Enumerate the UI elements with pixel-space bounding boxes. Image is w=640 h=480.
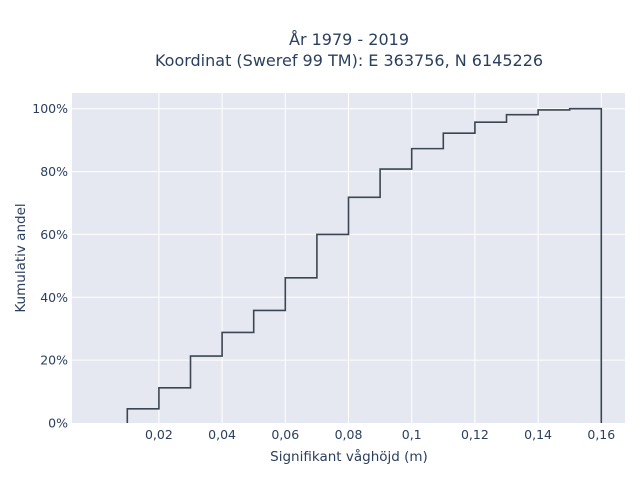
- y-tick-label: 40%: [40, 290, 68, 305]
- x-tick-label: 0,04: [208, 427, 236, 442]
- x-tick-labels: 0,02 0,04 0,06 0,08 0,1 0,12 0,14 0,16: [145, 427, 615, 442]
- y-tick-label: 80%: [40, 164, 68, 179]
- x-tick-label: 0,02: [145, 427, 173, 442]
- chart-title-line1: År 1979 - 2019: [289, 30, 409, 49]
- cumulative-step-line: [126, 107, 603, 423]
- x-tick-label: 0,08: [335, 427, 363, 442]
- x-tick-label: 0,16: [587, 427, 615, 442]
- y-axis-label: Kumulativ andel: [13, 203, 29, 312]
- x-axis-label: Signifikant våghöjd (m): [270, 448, 428, 465]
- y-tick-label: 100%: [32, 101, 68, 116]
- x-tick-label: 0,14: [524, 427, 552, 442]
- x-tick-label: 0,12: [461, 427, 489, 442]
- y-tick-label: 0%: [48, 416, 68, 431]
- y-tick-labels: 0% 20% 40% 60% 80% 100%: [32, 101, 68, 430]
- chart-title-line2: Koordinat (Sweref 99 TM): E 363756, N 61…: [155, 51, 543, 70]
- y-tick-label: 60%: [40, 227, 68, 242]
- y-tick-label: 20%: [40, 353, 68, 368]
- x-tick-label: 0,06: [271, 427, 299, 442]
- x-tick-label: 0,1: [402, 427, 422, 442]
